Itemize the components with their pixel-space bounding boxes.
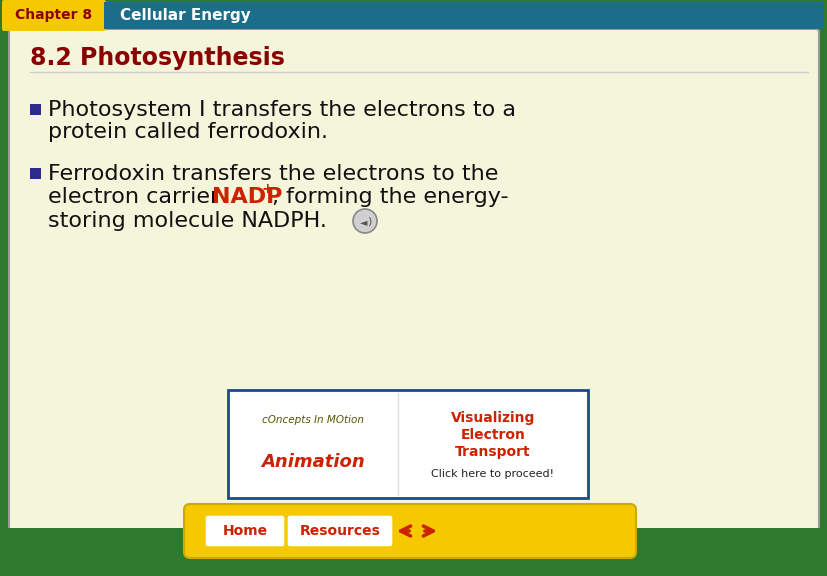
Text: , forming the energy-: , forming the energy- bbox=[272, 187, 508, 207]
Text: Electron: Electron bbox=[460, 428, 525, 442]
Text: Transport: Transport bbox=[455, 445, 530, 459]
Text: 8.2 Photosynthesis: 8.2 Photosynthesis bbox=[30, 46, 284, 70]
Text: Chapter 8: Chapter 8 bbox=[16, 9, 93, 22]
FancyBboxPatch shape bbox=[9, 29, 818, 531]
Text: ): ) bbox=[366, 216, 370, 226]
FancyBboxPatch shape bbox=[2, 0, 106, 31]
Text: storing molecule NADPH.: storing molecule NADPH. bbox=[48, 211, 327, 231]
Bar bbox=[104, 2, 823, 29]
Text: NADP: NADP bbox=[212, 187, 282, 207]
Text: Ferrodoxin transfers the electrons to the: Ferrodoxin transfers the electrons to th… bbox=[48, 164, 498, 184]
Text: Cellular Energy: Cellular Energy bbox=[120, 8, 251, 23]
Bar bbox=[30, 168, 41, 179]
Text: ◄: ◄ bbox=[360, 217, 367, 227]
FancyBboxPatch shape bbox=[287, 515, 393, 547]
FancyBboxPatch shape bbox=[227, 390, 587, 498]
Bar bbox=[0, 528, 827, 576]
Text: Click here to proceed!: Click here to proceed! bbox=[431, 469, 554, 479]
Text: Home: Home bbox=[222, 524, 267, 538]
FancyBboxPatch shape bbox=[184, 504, 635, 558]
Text: Animation: Animation bbox=[261, 453, 365, 471]
Text: cOncepts In MOtion: cOncepts In MOtion bbox=[261, 415, 364, 425]
Text: Resources: Resources bbox=[299, 524, 380, 538]
FancyBboxPatch shape bbox=[205, 515, 284, 547]
Text: Photosystem I transfers the electrons to a: Photosystem I transfers the electrons to… bbox=[48, 100, 515, 119]
Text: protein called ferrodoxin.: protein called ferrodoxin. bbox=[48, 122, 327, 142]
Text: Visualizing: Visualizing bbox=[450, 411, 534, 425]
Circle shape bbox=[352, 209, 376, 233]
Text: electron carrier: electron carrier bbox=[48, 187, 226, 207]
Text: +: + bbox=[261, 182, 273, 196]
Bar bbox=[30, 104, 41, 115]
